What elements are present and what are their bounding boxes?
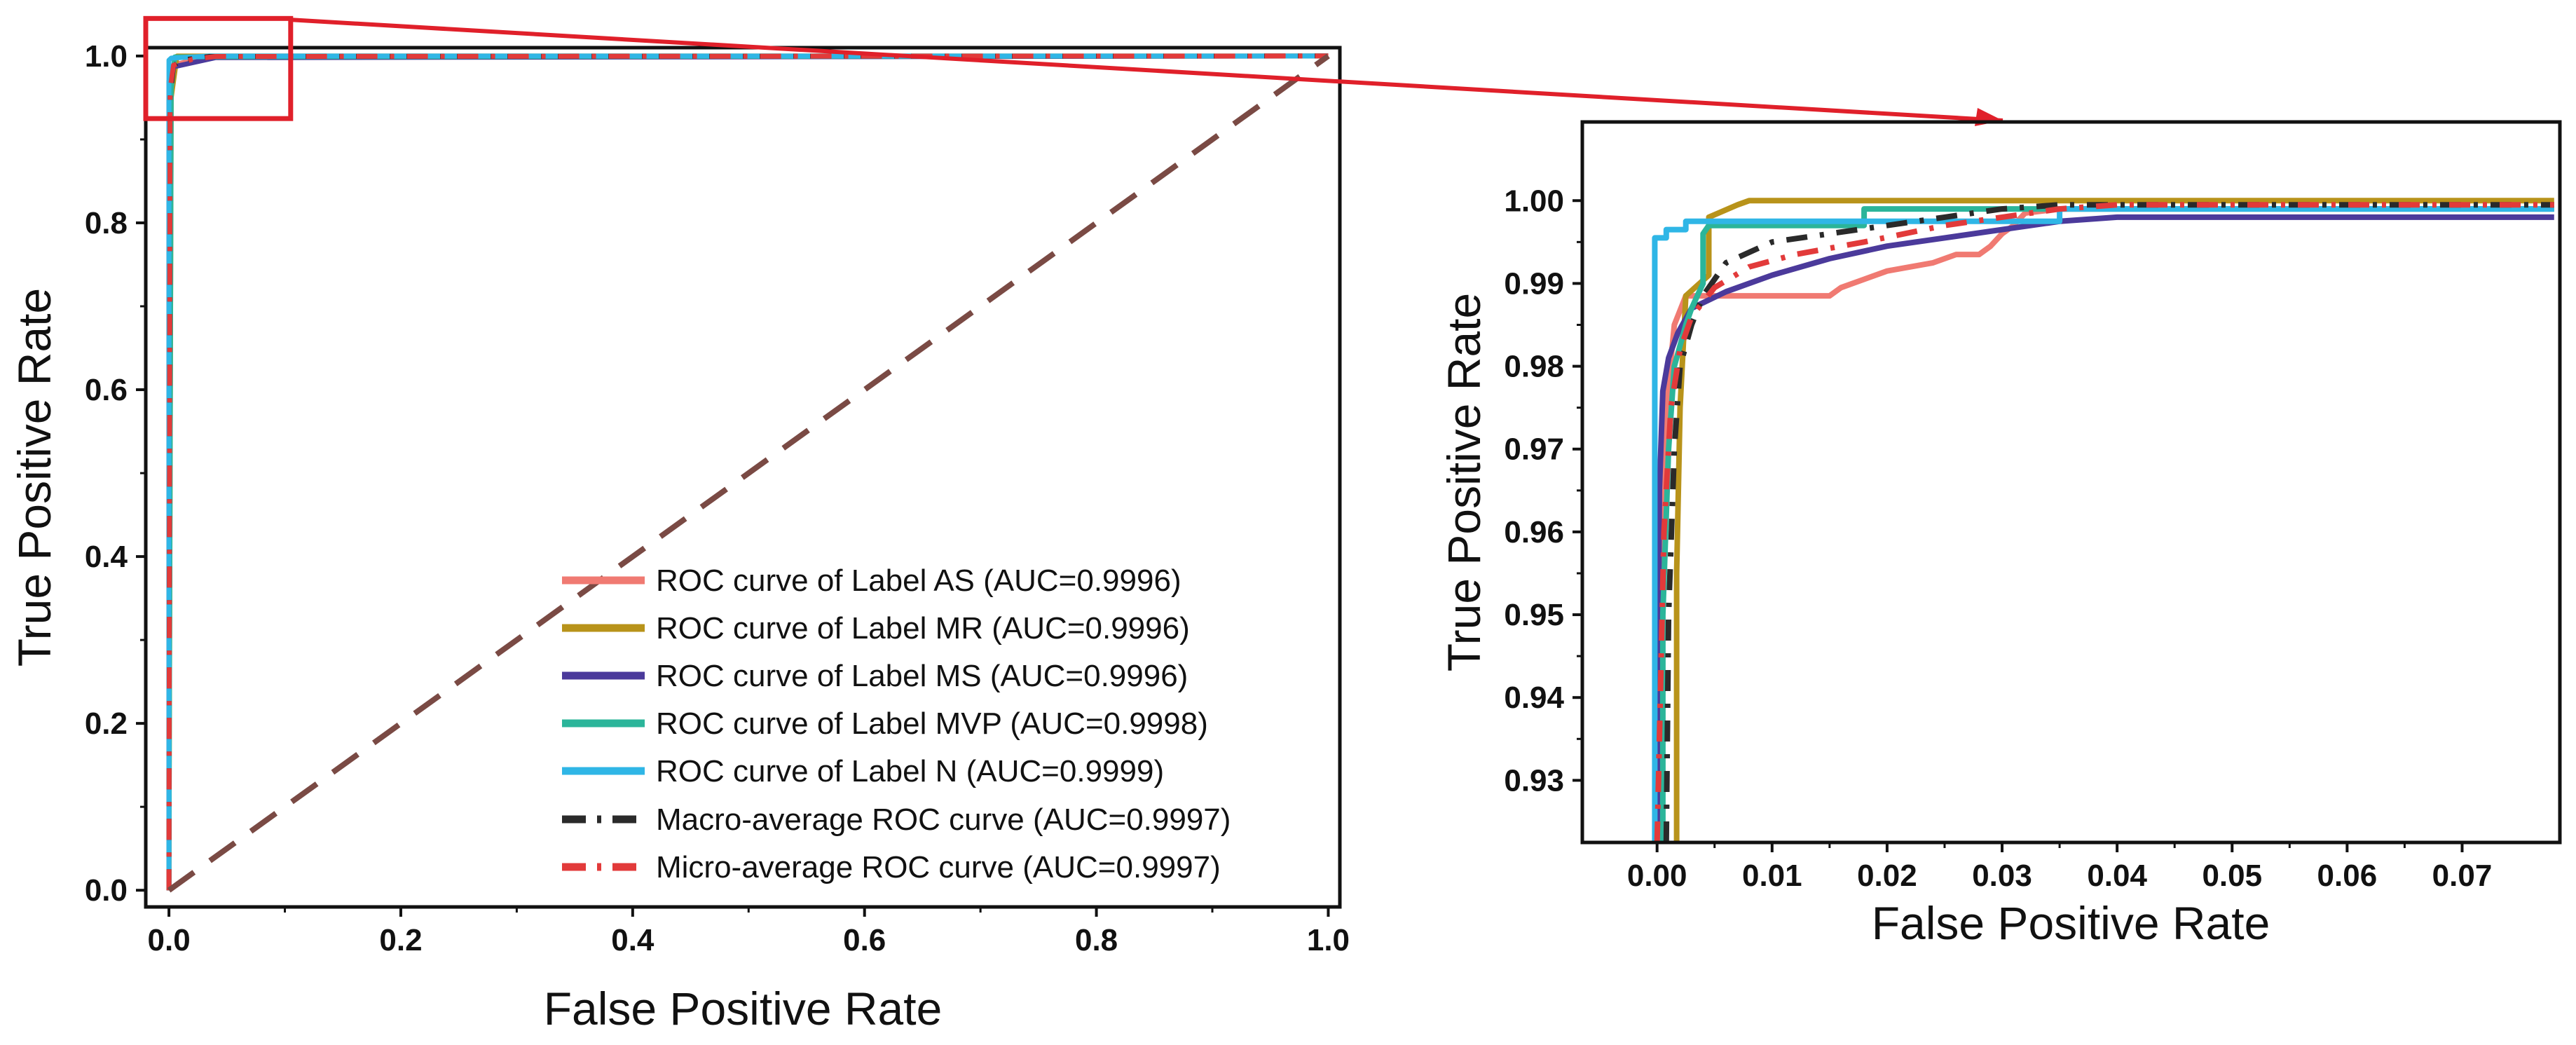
zoom-region-box xyxy=(143,15,294,121)
legend-entry-as: ROC curve of Label AS (AUC=0.9996) xyxy=(562,564,1181,598)
zoomed-roc-y-tick-label: 1.00 xyxy=(1504,184,1564,218)
legend-label-mvp: ROC curve of Label MVP (AUC=0.9998) xyxy=(656,706,1208,741)
full-roc-x-tick-label: 0.2 xyxy=(379,923,422,957)
zoom-indicator xyxy=(143,15,2003,126)
zoomed-roc-ticks: 0.00 0.01 0.02 0.03 0.04 0.05 0.06 0.07 0.93 0.94… xyxy=(1504,184,2492,893)
zoomed-roc-series-mvp xyxy=(1659,206,2554,842)
zoomed-roc-series-group xyxy=(1652,198,2554,842)
zoomed-roc-plot-frame xyxy=(1580,120,2562,845)
zoomed-roc-series-n xyxy=(1652,206,2554,842)
full-roc-x-tick-label: 0.4 xyxy=(611,923,655,957)
legend-entry-mvp: ROC curve of Label MVP (AUC=0.9998) xyxy=(562,706,1208,741)
zoomed-roc-y-tick-label: 0.97 xyxy=(1504,432,1564,467)
full-roc-panel: 0.0 0.2 0.4 0.6 0.8 1.0 0.0 0.2 0.4 0.6 0.8 1.0 Fal… xyxy=(8,39,1350,1034)
zoom-connector-arrow xyxy=(288,18,2003,123)
zoomed-roc-series-micro xyxy=(1654,202,2554,842)
full-roc-series-roc-curve-of-label-n-auc-0-9999 xyxy=(166,53,1329,891)
legend-label-macro: Macro-average ROC curve (AUC=0.9997) xyxy=(656,802,1231,837)
legend-entry-n: ROC curve of Label N (AUC=0.9999) xyxy=(562,754,1164,788)
zoomed-roc-y-tick-label: 0.95 xyxy=(1504,598,1564,632)
zoomed-roc-x-tick-label: 0.06 xyxy=(2317,859,2378,893)
zoomed-roc-panel: 0.00 0.01 0.02 0.03 0.04 0.05 0.06 0.07 0.93 0.94… xyxy=(1438,120,2562,949)
zoomed-roc-series-ms xyxy=(1654,214,2554,842)
full-roc-x-tick-label: 0.6 xyxy=(843,923,886,957)
legend-entry-micro: Micro-average ROC curve (AUC=0.9997) xyxy=(562,850,1221,885)
zoomed-roc-series-macro xyxy=(1663,202,2554,842)
zoomed-roc-x-tick-label: 0.03 xyxy=(1972,859,2032,893)
zoomed-roc-x-tick-label: 0.04 xyxy=(2087,859,2147,893)
legend-label-as: ROC curve of Label AS (AUC=0.9996) xyxy=(656,564,1181,598)
full-roc-x-axis-label: False Positive Rate xyxy=(544,983,943,1034)
full-roc-y-tick-label: 0.6 xyxy=(85,373,128,407)
legend-entry-macro: Macro-average ROC curve (AUC=0.9997) xyxy=(562,802,1231,837)
zoomed-roc-x-tick-label: 0.02 xyxy=(1857,859,1917,893)
full-roc-x-tick-label: 0.0 xyxy=(148,923,191,957)
zoomed-roc-y-tick-label: 0.93 xyxy=(1504,763,1564,798)
full-roc-x-tick-label: 0.8 xyxy=(1075,923,1118,957)
zoomed-roc-series-as xyxy=(1654,206,2554,842)
zoomed-roc-x-tick-label: 0.05 xyxy=(2202,859,2262,893)
full-roc-series-micro-average-roc-curve-auc-0-9997 xyxy=(166,53,1329,891)
zoomed-roc-y-tick-label: 0.96 xyxy=(1504,515,1564,549)
legend-label-micro: Micro-average ROC curve (AUC=0.9997) xyxy=(656,850,1221,885)
full-roc-y-tick-label: 0.2 xyxy=(85,706,128,741)
full-roc-y-tick-label: 0.0 xyxy=(85,873,128,908)
full-roc-series-group xyxy=(166,53,1330,893)
zoomed-roc-x-tick-label: 0.00 xyxy=(1627,859,1687,893)
zoomed-roc-series-mr xyxy=(1673,198,2554,842)
zoomed-roc-y-tick-label: 0.99 xyxy=(1504,266,1564,301)
legend-entry-mr: ROC curve of Label MR (AUC=0.9996) xyxy=(562,611,1190,646)
zoomed-roc-x-tick-label: 0.07 xyxy=(2432,859,2493,893)
legend-entry-ms: ROC curve of Label MS (AUC=0.9996) xyxy=(562,659,1188,693)
legend-label-ms: ROC curve of Label MS (AUC=0.9996) xyxy=(656,659,1188,693)
full-roc-x-tick-label: 1.0 xyxy=(1307,923,1350,957)
full-roc-series-chance xyxy=(167,53,1330,893)
zoomed-roc-y-axis-label: True Positive Rate xyxy=(1438,293,1490,671)
full-roc-y-tick-label: 0.4 xyxy=(85,540,128,574)
legend: ROC curve of Label AS (AUC=0.9996) ROC c… xyxy=(562,564,1231,885)
legend-label-mr: ROC curve of Label MR (AUC=0.9996) xyxy=(656,611,1190,646)
full-roc-y-tick-label: 0.8 xyxy=(85,206,128,240)
zoomed-roc-x-tick-label: 0.01 xyxy=(1742,859,1802,893)
full-roc-y-tick-label: 1.0 xyxy=(85,39,128,74)
full-roc-y-axis-label: True Positive Rate xyxy=(8,288,60,667)
zoomed-roc-x-axis-label: False Positive Rate xyxy=(1872,897,2270,949)
legend-label-n: ROC curve of Label N (AUC=0.9999) xyxy=(656,754,1164,788)
zoomed-roc-y-tick-label: 0.98 xyxy=(1504,350,1564,384)
full-roc-ticks: 0.0 0.2 0.4 0.6 0.8 1.0 0.0 0.2 0.4 0.6 0.8 1.0 xyxy=(85,39,1350,957)
zoomed-roc-y-tick-label: 0.94 xyxy=(1504,681,1564,715)
